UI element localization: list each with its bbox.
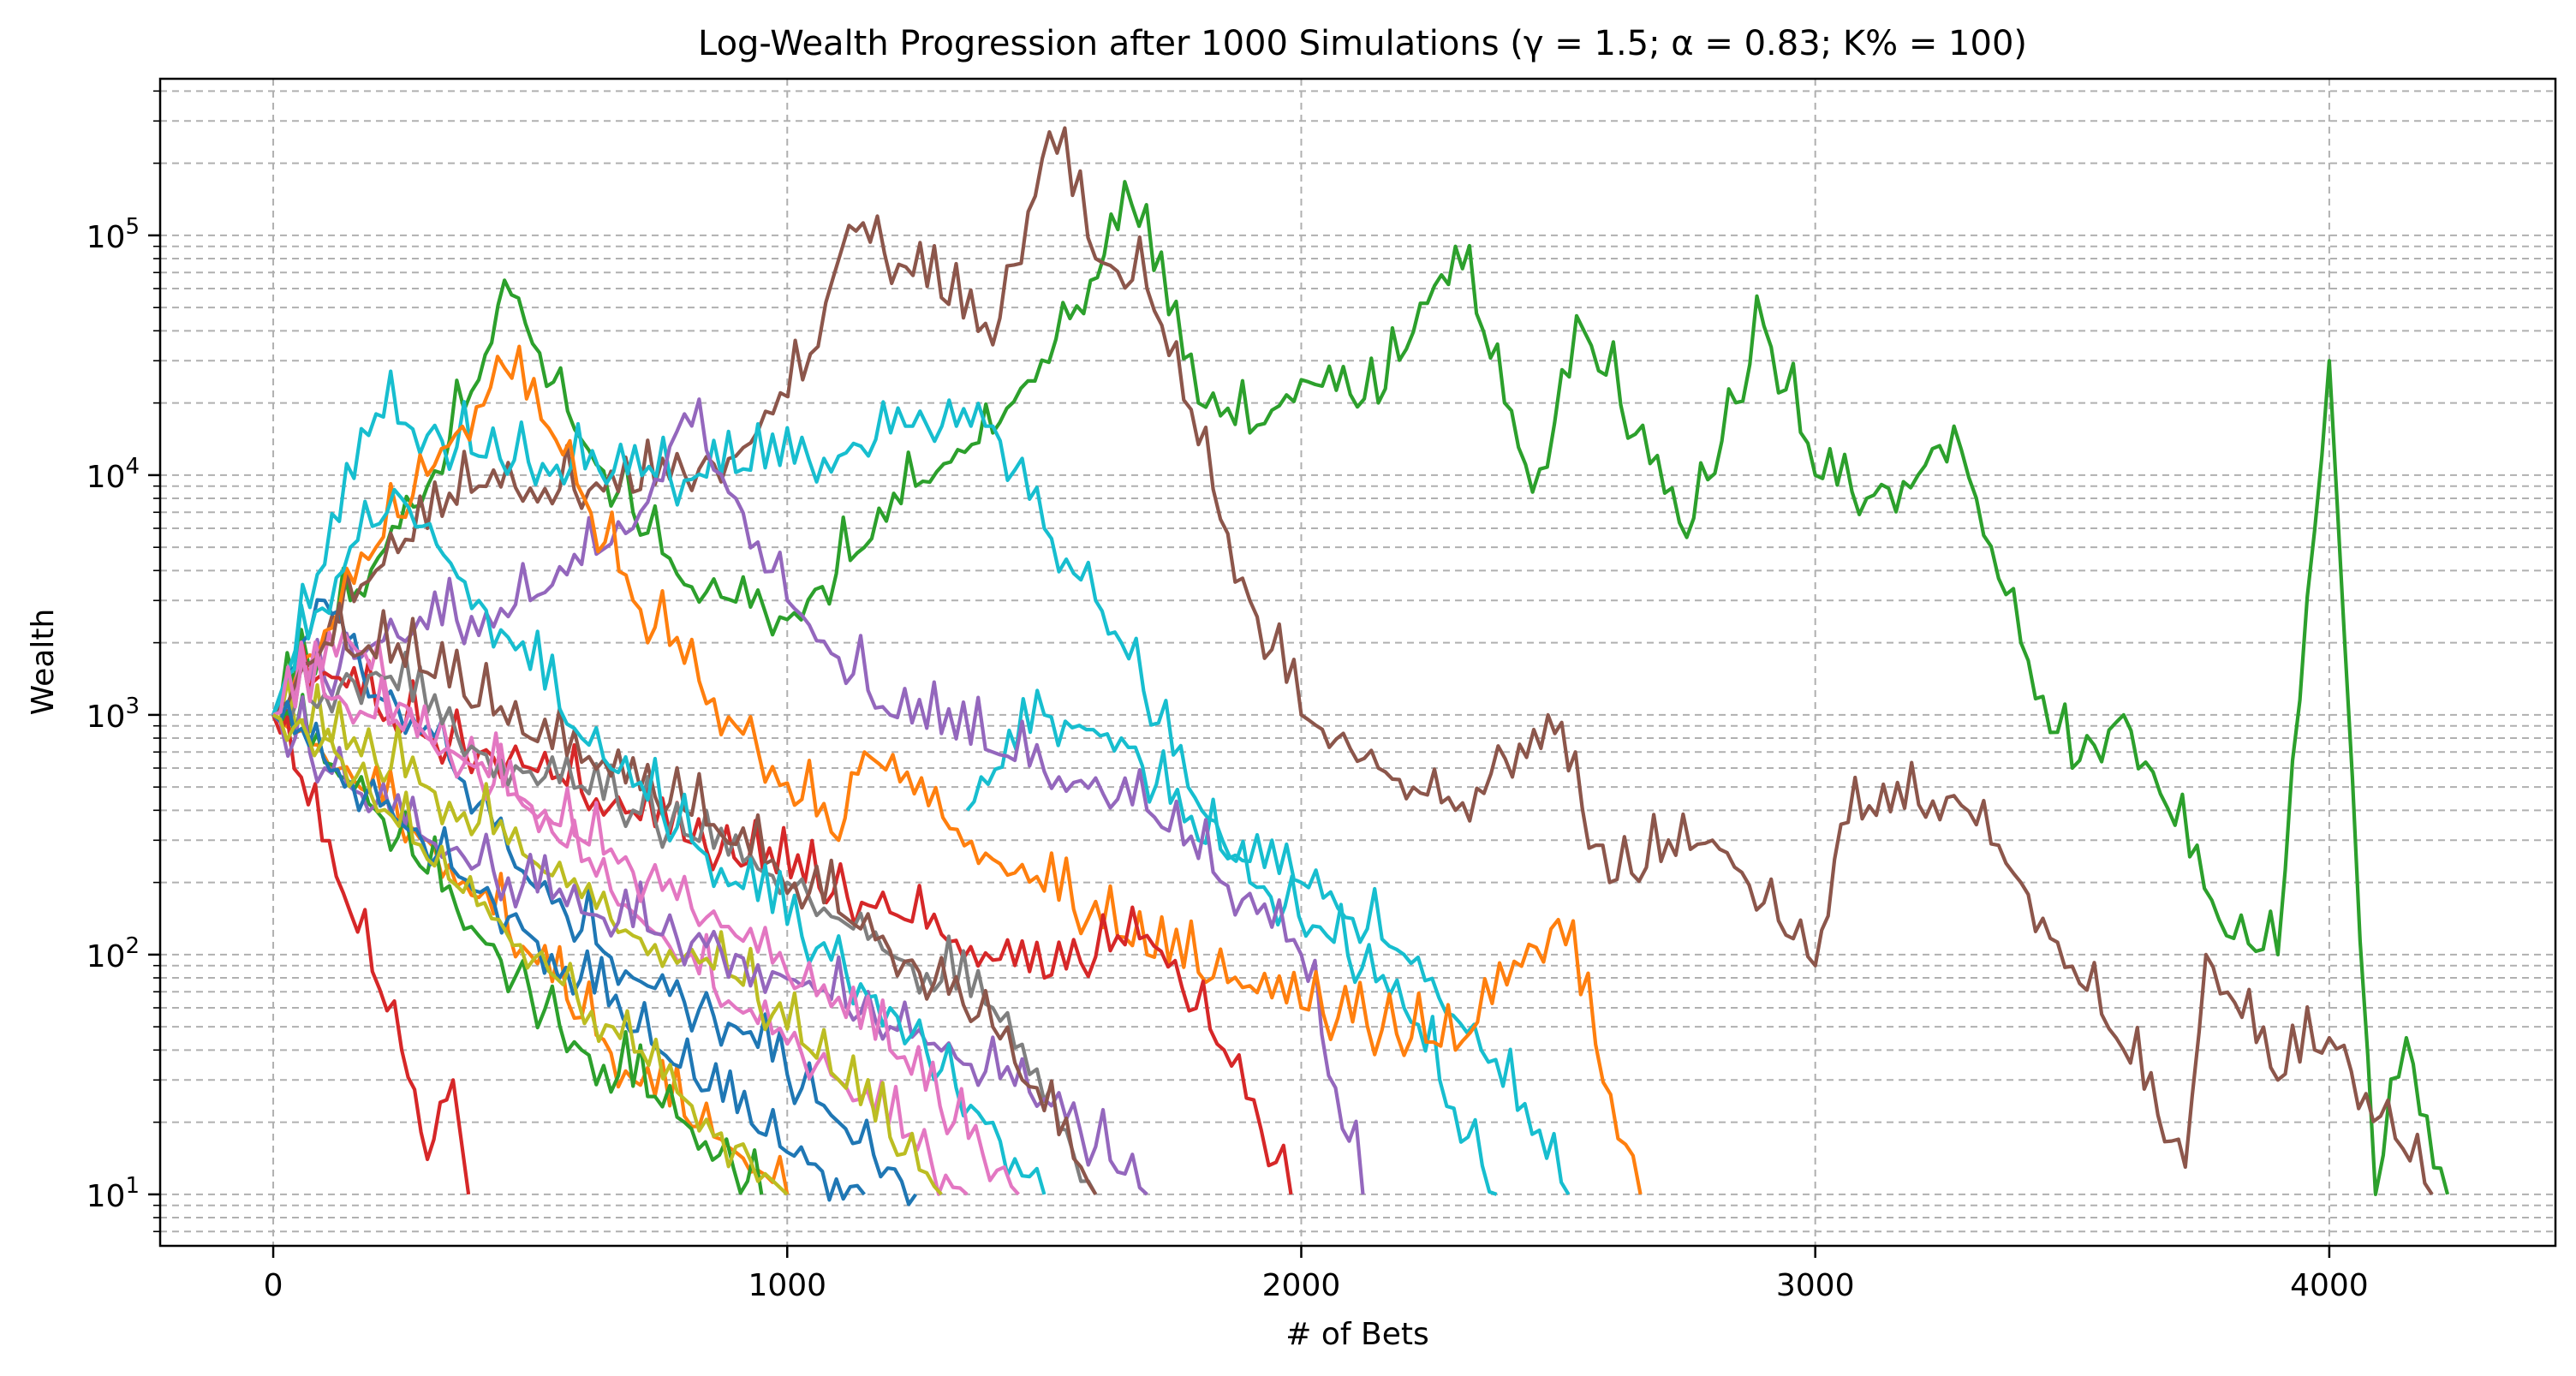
series-line-20	[271, 713, 789, 1196]
x-axis-label: # of Bets	[1285, 1317, 1428, 1352]
series-line-14	[271, 714, 471, 1195]
series-line-19	[272, 652, 1020, 1196]
series-line-11	[272, 650, 1098, 1195]
series-line-4	[965, 688, 1571, 1195]
y-tick-label: 102	[86, 933, 140, 974]
y-tick-label: 105	[86, 214, 140, 255]
series-line-10	[272, 677, 943, 1196]
series-line-13	[271, 693, 764, 1195]
series-line-7	[271, 643, 1293, 1195]
chart-title: Log-Wealth Progression after 1000 Simula…	[698, 24, 2027, 63]
x-tick-label: 2000	[1262, 1268, 1341, 1303]
y-tick-label: 101	[86, 1173, 140, 1214]
series-line-12	[271, 713, 790, 1195]
series-line-5	[271, 397, 1365, 1195]
series-line-15	[271, 695, 1148, 1196]
x-tick-label: 1000	[748, 1268, 826, 1303]
plot-frame	[158, 77, 2557, 1248]
series-line-2	[271, 126, 2434, 1196]
series-lines	[271, 126, 2450, 1206]
x-tick-label: 4000	[2290, 1268, 2369, 1303]
y-tick-label: 104	[86, 454, 140, 495]
series-line-6	[271, 344, 1643, 1195]
y-tick-label: 103	[86, 694, 140, 735]
x-tick-label: 0	[264, 1268, 283, 1303]
series-line-18	[271, 700, 866, 1202]
series-line-17	[271, 487, 1046, 1195]
series-line-16	[271, 601, 1098, 1195]
axis-ticks: 0 1000 2000 3000 4000 101 102 103 104 105	[86, 90, 2369, 1303]
series-line-9	[271, 630, 969, 1196]
x-tick-label: 3000	[1776, 1268, 1855, 1303]
y-axis-label: Wealth	[26, 609, 61, 716]
series-line-3	[271, 369, 1498, 1196]
series-line-1	[271, 180, 2450, 1196]
